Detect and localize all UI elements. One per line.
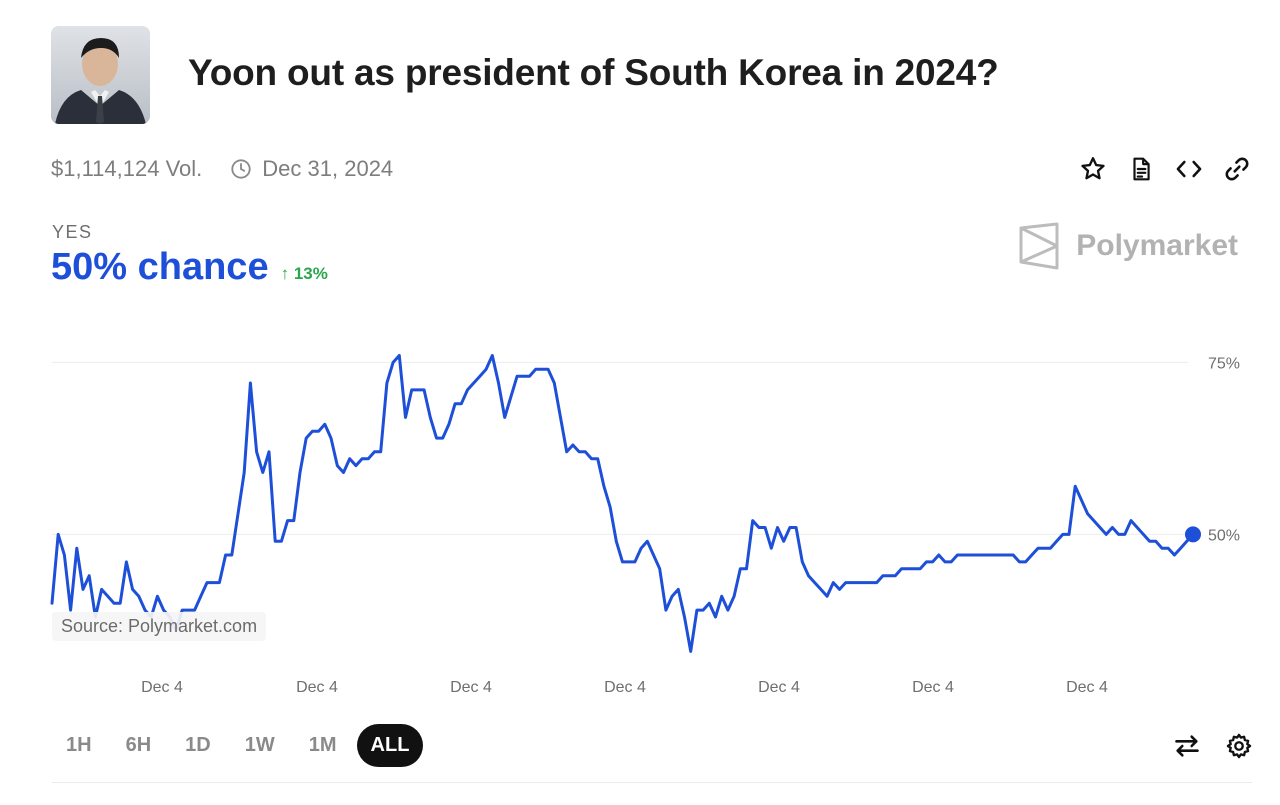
rules-button[interactable] bbox=[1126, 154, 1156, 184]
end-date: Dec 31, 2024 bbox=[262, 156, 394, 181]
brand-name: Polymarket bbox=[1076, 229, 1238, 262]
y-tick-label: 75% bbox=[1208, 355, 1240, 372]
brand-watermark: Polymarket bbox=[1018, 222, 1238, 270]
x-tick-label: Dec 4 bbox=[604, 679, 646, 696]
swap-icon bbox=[1175, 735, 1199, 757]
divider bbox=[52, 782, 1252, 783]
range-button-1w[interactable]: 1W bbox=[244, 734, 275, 756]
favorite-button[interactable] bbox=[1078, 154, 1108, 184]
market-title: Yoon out as president of South Korea in … bbox=[188, 52, 999, 93]
document-icon bbox=[1133, 157, 1150, 181]
price-chart[interactable]: 75%50% Dec 4 Dec 4 Dec 4 Dec 4 Dec 4 Dec 4 Dec… bbox=[0, 320, 1280, 710]
range-button-1h[interactable]: 1H bbox=[66, 734, 92, 756]
chance-change: ↑ 13% bbox=[281, 264, 328, 284]
market-meta: $1,114,124 Vol. Dec 31, 2024 bbox=[51, 156, 393, 182]
embed-button[interactable] bbox=[1174, 154, 1204, 184]
code-icon bbox=[1176, 160, 1202, 178]
star-icon bbox=[1081, 157, 1105, 180]
volume-text: $1,114,124 Vol. bbox=[51, 156, 203, 181]
y-tick-label: 50% bbox=[1208, 527, 1240, 544]
source-note: Source: Polymarket.com bbox=[52, 612, 267, 641]
last-point-marker bbox=[1185, 526, 1201, 543]
portrait-image bbox=[51, 26, 150, 124]
polymarket-logo-icon bbox=[1019, 222, 1059, 270]
time-range-selector: 1H 6H 1D 1W 1M ALL bbox=[52, 724, 424, 767]
y-axis-ticks: 75% 50% bbox=[1208, 355, 1240, 544]
outcome-chance: 50% chance ↑ 13% bbox=[51, 246, 328, 289]
clock-icon bbox=[231, 159, 251, 179]
series-line bbox=[50, 354, 1195, 653]
x-tick-label: Dec 4 bbox=[141, 679, 183, 696]
arrow-up-icon: ↑ bbox=[280, 264, 290, 283]
range-button-1m[interactable]: 1M bbox=[308, 734, 337, 756]
link-icon bbox=[1225, 157, 1249, 181]
gear-icon bbox=[1226, 733, 1252, 759]
chart-settings-button[interactable] bbox=[1224, 731, 1254, 761]
market-actions bbox=[1078, 154, 1252, 184]
chart-grid bbox=[52, 361, 1188, 535]
x-tick-label: Dec 4 bbox=[1066, 679, 1108, 696]
x-tick-label: Dec 4 bbox=[450, 679, 492, 696]
x-tick-label: Dec 4 bbox=[912, 679, 954, 696]
chart-tools bbox=[1172, 731, 1254, 761]
chance-value: 50% chance bbox=[51, 246, 269, 288]
x-tick-label: Dec 4 bbox=[296, 679, 338, 696]
copy-link-button[interactable] bbox=[1222, 154, 1252, 184]
market-thumbnail bbox=[51, 26, 150, 124]
x-tick-label: Dec 4 bbox=[758, 679, 800, 696]
swap-outcome-button[interactable] bbox=[1172, 731, 1202, 761]
outcome-label: YES bbox=[52, 222, 93, 242]
change-value: 13% bbox=[293, 264, 328, 283]
x-axis-ticks: Dec 4 Dec 4 Dec 4 Dec 4 Dec 4 Dec 4 Dec 4 bbox=[141, 679, 1108, 696]
range-button-all[interactable]: ALL bbox=[356, 724, 424, 767]
range-button-1d[interactable]: 1D bbox=[185, 734, 211, 756]
range-button-6h[interactable]: 6H bbox=[125, 734, 152, 756]
